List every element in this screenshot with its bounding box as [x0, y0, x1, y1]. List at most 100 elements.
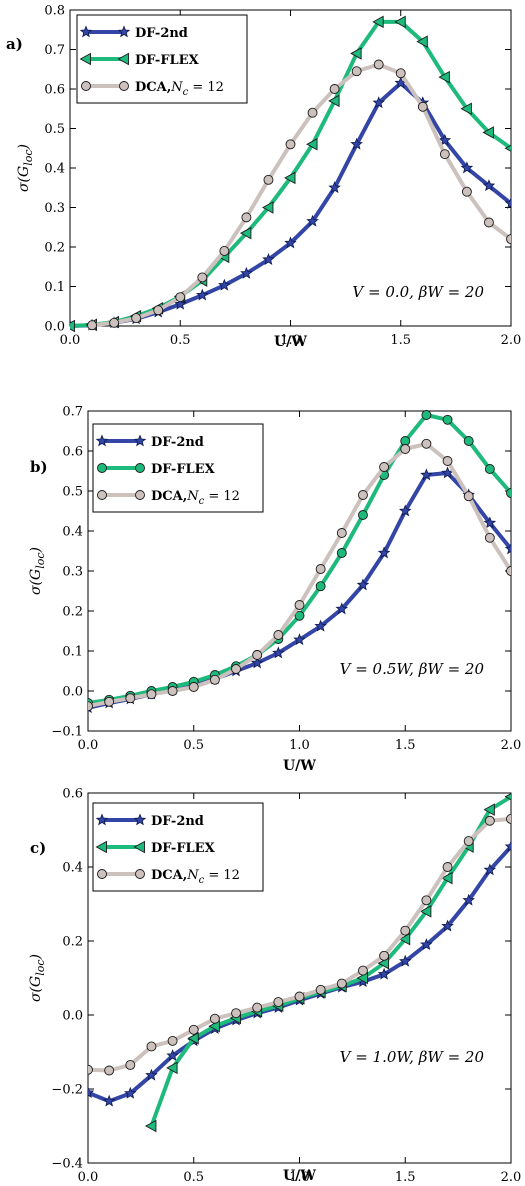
data-point [463, 836, 474, 847]
data-point [209, 674, 220, 685]
y-tick-label: 0.5 [62, 485, 83, 500]
legend-marker [119, 81, 129, 91]
data-point [315, 581, 326, 592]
y-tick-label: 0.7 [62, 405, 83, 420]
data-point [419, 905, 432, 918]
legend-marker [117, 25, 131, 38]
y-tick-label: 0.7 [44, 43, 65, 58]
data-point [439, 149, 450, 160]
data-point [482, 179, 496, 192]
data-point [484, 815, 495, 826]
data-point [125, 1059, 136, 1070]
data-point [336, 528, 347, 538]
data-point [293, 633, 306, 646]
data-point [125, 693, 136, 704]
x-axis-label: U/W [283, 1168, 316, 1184]
data-point [400, 925, 411, 936]
legend-label-name: DF-2nd [151, 435, 204, 450]
legend-label: DCA,Nc = 12 [135, 80, 224, 98]
data-point [131, 313, 142, 324]
legend-label-sub: c [199, 875, 205, 886]
legend-label-name: DF-FLEX [151, 462, 216, 477]
data-point [173, 297, 187, 310]
legend-label-sub: c [199, 496, 205, 507]
data-point [442, 862, 453, 872]
data-point [442, 414, 453, 425]
x-axis-label: U/W [283, 758, 316, 774]
data-point [188, 1024, 199, 1035]
legend-label: DCA,Nc = 12 [151, 489, 240, 507]
y-tick-label: 0.8 [44, 4, 65, 19]
data-point [306, 214, 319, 227]
data-point [197, 272, 208, 283]
legend-marker [117, 52, 129, 66]
y-tick-label: 0.6 [44, 83, 65, 98]
y-axis-label: σ(Gloc) [16, 144, 35, 192]
data-point [358, 510, 368, 520]
x-tick-label: 0.5 [183, 1170, 204, 1185]
data-point [175, 292, 186, 303]
data-point [240, 266, 253, 279]
data-point [483, 863, 497, 876]
data-point [438, 70, 450, 84]
data-point [166, 1049, 179, 1062]
data-point [188, 682, 199, 692]
data-point [273, 997, 284, 1007]
data-point [250, 656, 264, 669]
x-tick-label: 2.0 [501, 333, 522, 348]
legend-marker [133, 813, 147, 826]
data-point [145, 1119, 157, 1133]
data-point [167, 1035, 178, 1046]
data-point [438, 133, 452, 146]
data-point [351, 66, 362, 77]
x-tick-label: 1.5 [395, 738, 416, 753]
data-point [315, 564, 326, 574]
data-point [358, 965, 368, 976]
data-point [358, 490, 368, 500]
legend-label-tail: = 12 [204, 489, 240, 504]
legend-label-name: DCA, [135, 80, 171, 95]
data-point [379, 950, 390, 961]
legend: DF-2nd DF-FLEX DCA,Nc = 12 [76, 14, 248, 104]
legend-label: DF-FLEX [151, 462, 216, 477]
y-axis-label-end: ) [16, 144, 32, 150]
y-axis-label-main: σ(G [28, 976, 44, 1002]
legend-label-math: N [186, 868, 199, 883]
data-point [395, 68, 406, 79]
data-point [420, 468, 433, 481]
data-point [504, 144, 511, 152]
data-point [461, 186, 472, 197]
data-point [70, 319, 75, 333]
legend-label: DF-FLEX [135, 53, 200, 68]
data-point [241, 212, 252, 223]
y-tick-label: 0.0 [62, 685, 83, 700]
data-point [329, 84, 340, 94]
data-point [252, 650, 263, 660]
data-point [153, 305, 164, 316]
data-point [441, 871, 453, 885]
x-tick-label: 0.0 [60, 333, 81, 348]
data-point [483, 516, 497, 529]
data-point [145, 1068, 158, 1081]
legend-marker [79, 25, 93, 38]
y-tick-label: 0.2 [62, 605, 83, 620]
y-tick-label: 0.0 [44, 320, 65, 335]
y-axis-label-end: ) [28, 547, 44, 553]
y-tick-label: 0.2 [62, 935, 83, 950]
y-axis-label: σ(Gloc) [28, 954, 47, 1002]
data-point [294, 991, 305, 1002]
data-point [398, 954, 412, 967]
data-point [104, 696, 115, 707]
data-point [336, 548, 347, 558]
legend-label: DF-2nd [151, 814, 204, 829]
data-point [484, 464, 495, 474]
data-point [109, 317, 120, 328]
legend-marker [97, 869, 107, 879]
legend-label-name: DCA, [151, 489, 187, 504]
data-point [88, 701, 93, 712]
data-point [314, 619, 327, 632]
x-tick-label: 2.0 [501, 1170, 522, 1185]
data-point [482, 126, 494, 139]
y-tick-label: 0.2 [44, 241, 65, 256]
x-tick-label: 2.0 [501, 738, 522, 753]
